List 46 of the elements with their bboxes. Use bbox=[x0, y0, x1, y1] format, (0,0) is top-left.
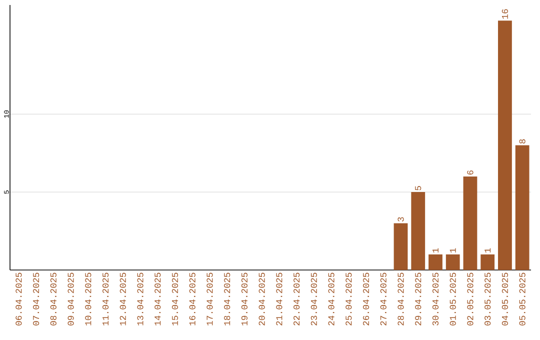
data-label: 8 bbox=[519, 139, 526, 144]
x-tick-label: 28.04.2025 bbox=[398, 272, 404, 326]
x-tick-label: 22.04.2025 bbox=[294, 272, 300, 326]
x-tick-label: 27.04.2025 bbox=[380, 272, 386, 326]
x-tick-label: 10.04.2025 bbox=[85, 272, 92, 326]
x-tick-label: 02.05.2025 bbox=[467, 272, 474, 326]
x-tick-label: 09.04.2025 bbox=[68, 272, 74, 326]
x-tick-label: 05.05.2025 bbox=[519, 272, 526, 326]
data-label: 6 bbox=[467, 170, 474, 175]
bar bbox=[446, 254, 460, 270]
x-tick-label: 06.04.2025 bbox=[16, 272, 22, 326]
x-tick-label: 15.04.2025 bbox=[172, 272, 178, 326]
bar bbox=[394, 223, 408, 270]
x-tick-label: 16.04.2025 bbox=[189, 272, 196, 326]
data-label: 3 bbox=[398, 217, 404, 222]
bar bbox=[428, 254, 442, 270]
x-tick-label: 19.04.2025 bbox=[241, 272, 248, 326]
data-label: 1 bbox=[432, 248, 438, 253]
x-tick-label: 23.04.2025 bbox=[310, 272, 317, 326]
x-tick-label: 01.05.2025 bbox=[450, 272, 456, 326]
x-tick-label: 30.04.2025 bbox=[432, 272, 439, 326]
x-tick-label: 08.04.2025 bbox=[50, 272, 56, 326]
data-label: 1 bbox=[484, 248, 491, 253]
x-tick-label: 07.04.2025 bbox=[33, 272, 40, 326]
x-tick-label: 14.04.2025 bbox=[154, 272, 161, 326]
bar bbox=[480, 254, 495, 270]
x-tick-label: 26.04.2025 bbox=[362, 272, 370, 326]
bar bbox=[515, 145, 530, 270]
x-tick-label: 03.05.2025 bbox=[484, 272, 491, 326]
x-tick-label: 12.04.2025 bbox=[120, 272, 126, 326]
data-label: 5 bbox=[415, 186, 422, 190]
x-tick-label: 20.04.2025 bbox=[258, 272, 265, 326]
x-tick-label: 29.04.2025 bbox=[415, 272, 422, 326]
x-tick-label: 17.04.2025 bbox=[206, 272, 213, 326]
bar bbox=[411, 192, 426, 270]
x-tick-label: 18.04.2025 bbox=[224, 272, 230, 326]
bar bbox=[498, 20, 512, 270]
x-tick-label: 13.04.2025 bbox=[137, 272, 144, 326]
x-tick-label: 04.05.2025 bbox=[502, 272, 508, 326]
x-tick-label: 25.04.2025 bbox=[346, 272, 352, 326]
data-label: 16 bbox=[502, 9, 508, 19]
bar bbox=[463, 176, 478, 270]
data-label: 1 bbox=[450, 248, 456, 253]
x-tick-label: 21.04.2025 bbox=[276, 272, 282, 326]
x-tick-label: 11.04.2025 bbox=[102, 272, 109, 326]
x-tick-label: 24.04.2025 bbox=[328, 272, 334, 326]
